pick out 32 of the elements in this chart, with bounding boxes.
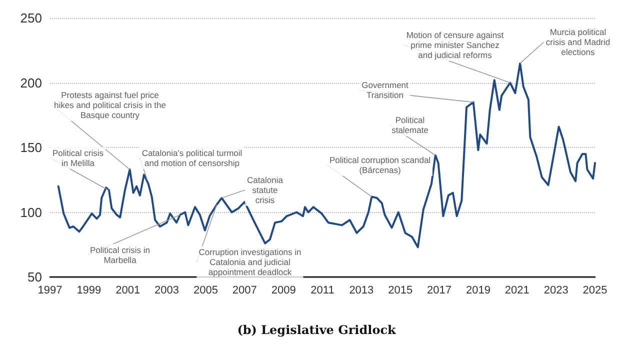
annotation: Political crisis in Marbella	[90, 245, 150, 265]
annotation: Political crisis in Melilla	[52, 148, 104, 168]
annotation: Motion of censure against prime minister Sanchez and judicial reforms	[406, 30, 504, 60]
annotation: Catalonia's political turmoil and motion of censorship	[142, 148, 242, 168]
x-tick-label: 2015	[388, 284, 413, 296]
y-tick-label: 50	[28, 270, 42, 284]
annotation: Murcia political crisis and Madrid elections	[546, 27, 610, 57]
x-tick-label: 1997	[38, 284, 62, 296]
x-tick-label: 2023	[544, 284, 568, 296]
x-tick-label: 2011	[310, 284, 334, 296]
x-tick-label: 2001	[116, 284, 140, 296]
x-tick-label: 2007	[232, 284, 257, 296]
x-tick-label: 2017	[427, 284, 452, 296]
x-tick-label: 2025	[582, 284, 608, 296]
annotation: Corruption investigations in Catalonia and judicial appointment deadlock	[198, 247, 302, 277]
x-tick-label: 2009	[271, 284, 296, 296]
text: (b) Legislative Gridlock	[237, 323, 396, 337]
x-tick-label: 2021	[504, 284, 530, 296]
x-tick-label: 2005	[193, 284, 218, 296]
y-tick-label: 250	[20, 10, 42, 26]
x-tick-label: 2019	[466, 284, 490, 296]
annotation: Protests against fuel price hikes and political crisis in the Basque country	[54, 90, 166, 120]
x-tick-label: 2013	[349, 284, 374, 296]
x-tick-label: 2003	[154, 284, 180, 296]
x-tick-label: 1999	[76, 284, 102, 296]
annotation: Political corruption scandal (Bárcenas)	[329, 155, 431, 175]
annotation: Government Transition	[362, 80, 410, 100]
y-tick-label: 100	[20, 204, 42, 220]
annotation: Political stalemate	[392, 115, 429, 135]
y-tick-label: 150	[20, 140, 42, 155]
annotation: Catalonia statute crisis	[247, 175, 284, 205]
y-tick-label: 200	[20, 75, 42, 90]
